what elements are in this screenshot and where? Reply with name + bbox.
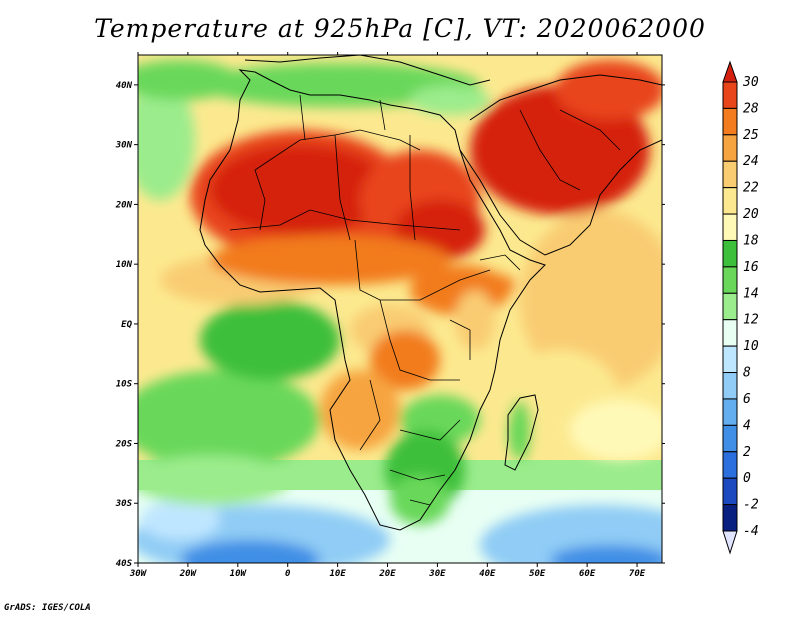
- colorbar-swatch: [722, 107, 738, 136]
- colorbar-swatch: [722, 160, 738, 189]
- colorbar-swatch: [722, 213, 738, 241]
- colorbar-label: 25: [743, 128, 759, 143]
- lon-tick-label: 30E: [428, 569, 446, 579]
- lon-tick-label: 10W: [230, 569, 248, 579]
- colorbar-label: 28: [743, 101, 759, 116]
- colorbar-swatch: [722, 398, 738, 426]
- lat-tick-label: EQ: [121, 320, 132, 330]
- colorbar-swatch: [722, 266, 738, 294]
- colorbar-swatch: [722, 239, 738, 268]
- colorbar-swatch: [722, 372, 738, 400]
- lon-tick-label: 20W: [179, 569, 198, 579]
- colorbar-label: 18: [743, 233, 759, 248]
- longitude-labels: 30W 20W 10W 0 10E 20E 30E 40E 50E 60E 70E: [129, 569, 646, 579]
- colorbar-swatch: [722, 319, 738, 347]
- lon-tick-label: 70E: [629, 569, 646, 579]
- colorbar-bottom-arrow: [722, 530, 738, 555]
- map-title: Temperature at 925hPa [C], VT: 202006200…: [94, 14, 706, 43]
- lat-tick-label: 20N: [115, 200, 133, 210]
- colorbar-label: 12: [743, 313, 759, 328]
- colorbar-label: 30: [742, 75, 759, 90]
- colorbar-label: -4: [743, 524, 759, 539]
- temperature-field: [138, 55, 662, 563]
- lat-tick-label: 40S: [116, 559, 133, 569]
- country-borders: [229, 94, 621, 506]
- lon-tick-label: 0: [285, 569, 291, 579]
- colorbar-swatch: [722, 81, 738, 109]
- lat-tick-label: 30S: [115, 499, 133, 509]
- colorbar-label: 6: [743, 392, 751, 407]
- map-frame: [137, 54, 663, 564]
- lat-tick-label: 40N: [116, 81, 133, 91]
- colorbar-label: -2: [743, 498, 759, 513]
- lat-tick-label: 10S: [116, 380, 133, 390]
- colorbar-swatch: [722, 134, 738, 162]
- lon-tick-label: 60E: [579, 569, 596, 579]
- lon-tick-label: 40E: [479, 569, 496, 579]
- colorbar-swatch: [722, 504, 738, 532]
- colorbar-swatch: [722, 477, 738, 506]
- lon-tick-label: 10E: [329, 569, 346, 579]
- colorbar-label: 4: [743, 418, 751, 433]
- lon-tick-label: 30W: [129, 569, 148, 579]
- colorbar-swatch: [722, 345, 738, 374]
- latitude-labels: 40N 30N 20N 10N EQ 10S 20S 30S 40S: [115, 81, 133, 569]
- axis-ticks: [134, 52, 665, 567]
- lat-tick-label: 30N: [115, 141, 133, 151]
- colorbar-label: 16: [743, 260, 759, 275]
- colorbar-label: 2: [743, 445, 751, 460]
- credit-text: GrADS: IGES/COLA: [4, 603, 91, 613]
- colorbar-label: 20: [743, 207, 759, 222]
- lat-tick-label: 10N: [116, 260, 133, 270]
- colorbar-swatch: [722, 424, 738, 453]
- colorbar-top-arrow: [722, 60, 738, 83]
- colorbar-swatch: [722, 187, 738, 215]
- colorbar-label: 24: [743, 154, 759, 169]
- colorbar-label: 22: [743, 181, 759, 196]
- lon-tick-label: 50E: [529, 569, 546, 579]
- colorbar-label: 14: [743, 286, 759, 301]
- lon-tick-label: 20E: [378, 569, 396, 579]
- colorbar-label: 8: [743, 366, 751, 381]
- colorbar-swatch: [722, 292, 738, 321]
- coastlines: [199, 55, 662, 531]
- colorbar-label: 0: [743, 471, 751, 486]
- colorbar-swatch: [722, 451, 738, 479]
- colorbar-label: 10: [743, 339, 759, 354]
- lat-tick-label: 20S: [115, 439, 133, 449]
